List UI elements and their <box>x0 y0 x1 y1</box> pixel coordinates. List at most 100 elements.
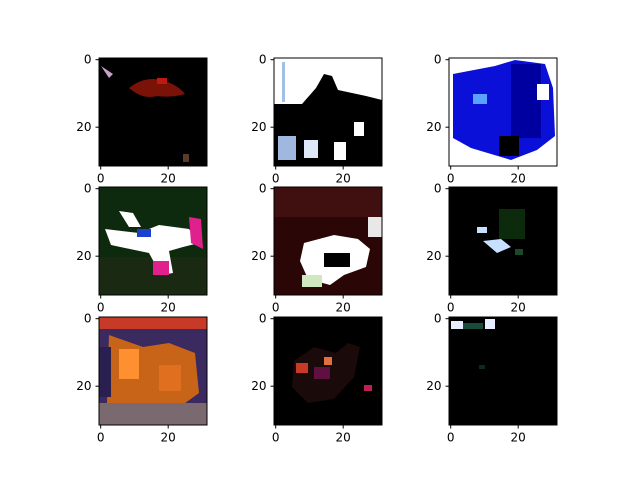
y-tick-label: 20 <box>251 120 266 134</box>
image-shape <box>477 227 487 233</box>
y-tick-label: 0 <box>84 53 92 67</box>
image-panel-9: 0 20 0 20 <box>426 312 558 445</box>
axes-frame <box>98 316 208 426</box>
image-shape <box>537 84 549 100</box>
image-shape <box>129 79 185 97</box>
x-tick-label: 0 <box>272 301 280 315</box>
x-tick-label: 20 <box>161 431 176 445</box>
image-shape <box>302 275 322 287</box>
axes-frame <box>273 57 383 167</box>
image-content <box>99 58 207 166</box>
image-shape <box>183 154 189 162</box>
image-shape <box>119 349 139 379</box>
image-shape <box>137 229 151 237</box>
image-shape <box>99 347 111 397</box>
y-tick-label: 0 <box>434 312 442 326</box>
image-panel-6: 0 20 0 20 <box>426 182 558 315</box>
image-panel-5: 0 20 0 20 <box>251 182 383 315</box>
image-shape <box>274 187 382 217</box>
y-tick-label: 20 <box>76 249 91 263</box>
image-content <box>274 317 382 425</box>
image-shape <box>278 136 296 160</box>
image-shape <box>354 122 364 136</box>
image-shape <box>157 78 167 84</box>
x-tick-label: 0 <box>272 431 280 445</box>
image-shape <box>483 239 511 253</box>
x-tick-label: 20 <box>336 431 351 445</box>
image-shape <box>282 62 285 102</box>
image-shape <box>153 261 169 275</box>
x-tick-label: 0 <box>97 172 105 186</box>
x-tick-label: 20 <box>161 172 176 186</box>
image-shape <box>499 136 519 156</box>
x-tick-label: 20 <box>336 301 351 315</box>
image-panel-3: 0 20 0 20 <box>426 53 558 186</box>
y-tick-label: 20 <box>426 379 441 393</box>
image-shape <box>99 403 207 425</box>
y-tick-label: 20 <box>426 120 441 134</box>
image-background <box>99 58 207 166</box>
image-shape <box>463 323 483 329</box>
x-tick-label: 20 <box>161 301 176 315</box>
axes-frame <box>448 57 558 167</box>
image-shape <box>515 249 523 255</box>
image-shape <box>511 64 541 138</box>
axes-frame <box>273 186 383 296</box>
image-shape <box>99 317 207 329</box>
y-tick-label: 0 <box>434 53 442 67</box>
image-shape <box>485 319 495 329</box>
image-shape <box>499 209 525 239</box>
y-tick-label: 20 <box>426 249 441 263</box>
axes-frame <box>448 186 558 296</box>
image-shape <box>189 217 203 249</box>
x-tick-label: 0 <box>447 301 455 315</box>
image-shape <box>304 140 318 158</box>
image-shape <box>296 363 308 373</box>
image-panel-7: 0 20 0 20 <box>76 312 208 445</box>
x-tick-label: 20 <box>336 172 351 186</box>
y-tick-label: 20 <box>76 379 91 393</box>
image-shape <box>334 142 346 160</box>
image-shape <box>105 225 199 275</box>
x-tick-label: 0 <box>447 431 455 445</box>
y-tick-label: 0 <box>84 182 92 196</box>
image-shape <box>324 357 332 365</box>
x-tick-label: 20 <box>511 431 526 445</box>
x-tick-label: 0 <box>272 172 280 186</box>
y-tick-label: 0 <box>259 182 267 196</box>
y-tick-label: 20 <box>251 379 266 393</box>
x-tick-label: 20 <box>511 301 526 315</box>
x-tick-label: 0 <box>97 301 105 315</box>
x-tick-label: 0 <box>447 172 455 186</box>
image-content <box>274 58 382 166</box>
image-shape <box>368 217 382 237</box>
y-tick-label: 0 <box>259 312 267 326</box>
y-tick-label: 0 <box>259 53 267 67</box>
image-content <box>99 187 207 295</box>
image-shape <box>473 94 487 104</box>
y-tick-label: 20 <box>251 249 266 263</box>
image-shape <box>314 367 330 379</box>
image-shape <box>159 365 181 391</box>
image-content <box>449 58 557 166</box>
image-panel-4: 0 20 0 20 <box>76 182 208 315</box>
axes-frame <box>98 57 208 167</box>
image-shape <box>274 74 382 166</box>
image-shape <box>364 385 372 391</box>
image-shape <box>479 365 485 369</box>
image-shape <box>451 321 463 329</box>
axes-frame <box>448 316 558 426</box>
x-tick-label: 20 <box>511 172 526 186</box>
image-content <box>449 187 557 295</box>
image-shape <box>101 66 113 78</box>
image-background <box>449 317 557 425</box>
image-content <box>449 317 557 425</box>
x-tick-label: 0 <box>97 431 105 445</box>
image-shape <box>119 211 141 227</box>
y-tick-label: 0 <box>434 182 442 196</box>
y-tick-label: 0 <box>84 312 92 326</box>
axes-frame <box>273 316 383 426</box>
image-panel-1: 0 20 0 20 <box>76 53 208 186</box>
